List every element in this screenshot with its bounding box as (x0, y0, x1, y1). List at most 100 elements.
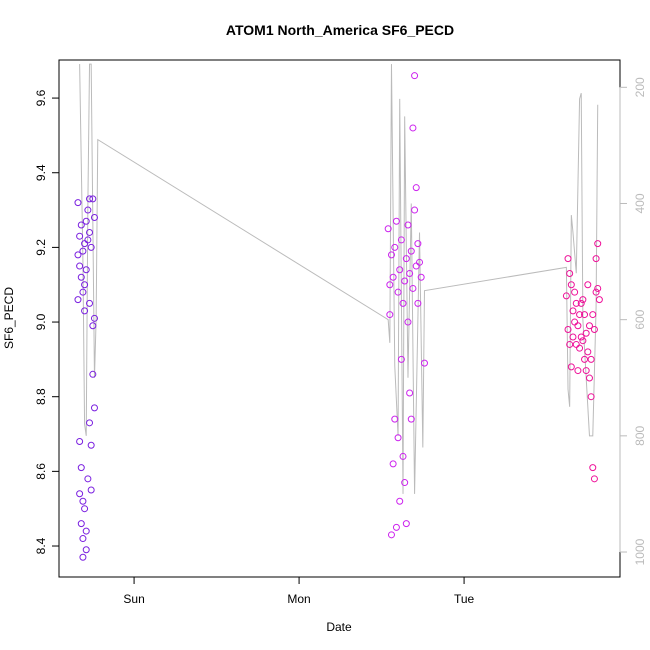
point (79, 497, 87, 505)
point (404, 221, 412, 229)
point (594, 240, 602, 248)
point (576, 344, 584, 352)
point (567, 363, 575, 371)
point (587, 393, 595, 401)
point (84, 236, 92, 244)
point (592, 255, 600, 263)
point (564, 326, 572, 334)
point (392, 523, 400, 531)
point (76, 437, 84, 445)
point (86, 228, 94, 236)
point (592, 288, 600, 296)
point (574, 367, 582, 375)
point (394, 434, 402, 442)
point (76, 490, 84, 498)
x-axis-label: Date (326, 620, 352, 634)
point (387, 251, 395, 259)
point (77, 273, 85, 281)
point (576, 311, 584, 319)
point (589, 464, 597, 472)
point (401, 479, 409, 487)
point (396, 266, 404, 274)
point (582, 367, 590, 375)
point (587, 355, 595, 363)
y-tick-label: 9.4 (34, 164, 48, 181)
point (87, 243, 95, 251)
point (571, 318, 579, 326)
point (79, 247, 87, 255)
point (572, 299, 580, 307)
point (90, 214, 98, 222)
point (90, 404, 98, 412)
point (581, 311, 589, 319)
point (572, 340, 580, 348)
point (402, 520, 410, 528)
point (407, 247, 415, 255)
point (406, 389, 414, 397)
point (86, 195, 94, 203)
point (409, 284, 417, 292)
point (411, 206, 419, 214)
point (87, 486, 95, 494)
point (82, 527, 90, 535)
point (409, 124, 417, 132)
pressure-line (79, 63, 599, 494)
point (581, 355, 589, 363)
point (590, 475, 598, 483)
y2-tick-label: 800 (633, 426, 647, 446)
point (411, 72, 419, 80)
point (416, 258, 424, 266)
point (417, 273, 425, 281)
y-axis-label: SF6_PECD (2, 287, 16, 349)
point (577, 333, 585, 341)
point (74, 251, 82, 259)
point (76, 232, 84, 240)
point (81, 505, 89, 513)
point (404, 318, 412, 326)
point (571, 288, 579, 296)
point (566, 270, 574, 278)
point (562, 292, 570, 300)
y-tick-label: 9.0 (34, 313, 48, 330)
point (87, 441, 95, 449)
point (389, 273, 397, 281)
point (420, 359, 428, 367)
point (577, 299, 585, 307)
point (74, 296, 82, 304)
y-tick-label: 8.8 (34, 388, 48, 405)
point (399, 452, 407, 460)
point (569, 307, 577, 315)
point (401, 277, 409, 285)
point (77, 520, 85, 528)
y-tick-label: 8.6 (34, 463, 48, 480)
y-tick-label: 9.6 (34, 89, 48, 106)
point (414, 299, 422, 307)
point (386, 281, 394, 289)
point (391, 415, 399, 423)
point (82, 546, 90, 554)
plot-box (58, 59, 621, 578)
point (394, 288, 402, 296)
y2-tick-label: 1000 (633, 538, 647, 565)
point (89, 322, 97, 330)
point (86, 419, 94, 427)
y2-tick-label: 600 (633, 309, 647, 329)
point (389, 460, 397, 468)
x-tick-label: Tue (454, 592, 475, 606)
point (76, 262, 84, 270)
point (82, 217, 90, 225)
point (406, 270, 414, 278)
point (590, 326, 598, 334)
point (79, 288, 87, 296)
y2-tick-label: 200 (633, 77, 647, 97)
y-tick-label: 8.4 (34, 537, 48, 554)
point (584, 348, 592, 356)
point (582, 329, 590, 337)
point (399, 299, 407, 307)
point (82, 266, 90, 274)
point (414, 240, 422, 248)
chart-title: ATOM1 North_America SF6_PECD (226, 22, 454, 38)
point (391, 243, 399, 251)
point (86, 299, 94, 307)
